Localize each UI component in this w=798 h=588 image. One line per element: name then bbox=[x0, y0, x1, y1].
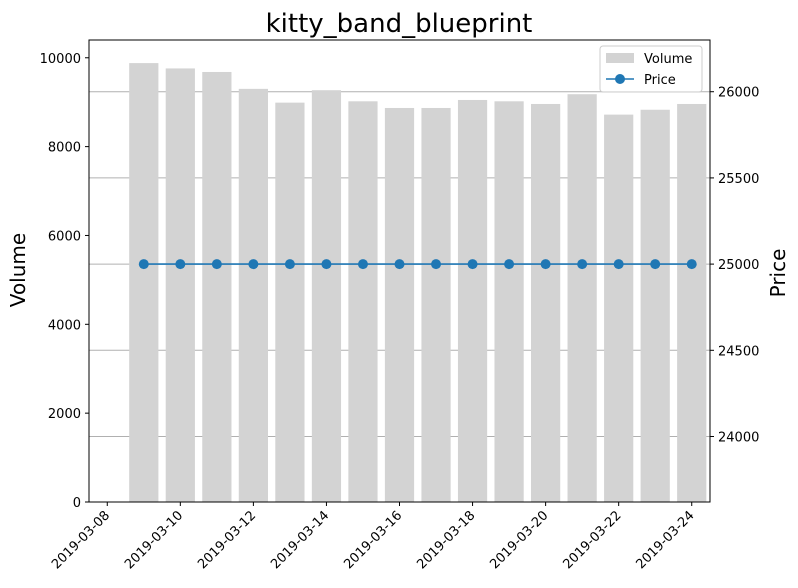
x-tick-label: 2019-03-18 bbox=[414, 508, 478, 572]
legend-volume-swatch bbox=[606, 53, 634, 63]
price-point-2019-03-23 bbox=[650, 259, 661, 270]
right-tick-label: 25000 bbox=[718, 258, 759, 273]
volume-bar-2019-03-24 bbox=[677, 103, 707, 502]
x-tick-label: 2019-03-22 bbox=[560, 508, 624, 572]
volume-bar-2019-03-22 bbox=[604, 114, 634, 502]
volume-bar-2019-03-16 bbox=[384, 107, 415, 502]
volume-bar-2019-03-19 bbox=[494, 101, 524, 503]
volume-bar-2019-03-12 bbox=[238, 88, 268, 502]
legend: Volume Price bbox=[599, 45, 703, 93]
x-axis-ticks: 2019-03-08 2019-03-10 2019-03-12 2019-03-14… bbox=[49, 502, 698, 572]
volume-bar-2019-03-20 bbox=[531, 103, 561, 502]
volume-bar-2019-03-14 bbox=[311, 90, 342, 503]
right-tick-label: 26000 bbox=[718, 86, 759, 101]
x-tick-label: 2019-03-12 bbox=[195, 508, 259, 572]
price-line bbox=[138, 259, 697, 270]
x-tick-label: 2019-03-16 bbox=[341, 508, 405, 572]
price-point-2019-03-16 bbox=[394, 259, 405, 270]
price-point-2019-03-14 bbox=[321, 259, 332, 270]
left-tick-label: 6000 bbox=[48, 229, 81, 244]
price-point-2019-03-18 bbox=[467, 259, 478, 270]
volume-bar-2019-03-23 bbox=[640, 109, 670, 502]
left-tick-label: 0 bbox=[73, 496, 81, 511]
legend-price-label: Price bbox=[644, 73, 676, 88]
price-point-2019-03-24 bbox=[686, 259, 697, 270]
left-tick-label: 10000 bbox=[40, 52, 81, 67]
y-axis-label-right: Price bbox=[766, 249, 790, 298]
right-tick-label: 24500 bbox=[718, 344, 759, 359]
left-tick-label: 4000 bbox=[48, 318, 81, 333]
volume-bar-2019-03-13 bbox=[275, 102, 305, 502]
left-tick-label: 8000 bbox=[48, 141, 81, 156]
volume-bar-2019-03-15 bbox=[348, 101, 378, 503]
price-point-2019-03-17 bbox=[431, 259, 442, 270]
price-point-2019-03-10 bbox=[175, 259, 186, 270]
left-tick-label: 2000 bbox=[48, 407, 81, 422]
price-point-2019-03-19 bbox=[504, 259, 515, 270]
price-point-2019-03-15 bbox=[357, 259, 368, 270]
volume-bar-2019-03-21 bbox=[567, 94, 597, 502]
volume-bars bbox=[129, 63, 707, 503]
price-point-2019-03-20 bbox=[540, 259, 551, 270]
right-tick-label: 25500 bbox=[718, 172, 759, 187]
legend-price-marker bbox=[615, 74, 625, 84]
legend-volume-label: Volume bbox=[644, 52, 692, 67]
volume-bar-2019-03-09 bbox=[129, 63, 159, 502]
right-tick-label: 24000 bbox=[718, 430, 759, 445]
right-axis-ticks: 24000 24500 25000 25500 26000 bbox=[710, 86, 759, 445]
x-tick-label: 2019-03-24 bbox=[634, 508, 698, 572]
chart-title: kitty_band_blueprint bbox=[266, 9, 533, 39]
x-tick-label: 2019-03-08 bbox=[49, 508, 113, 572]
x-tick-label: 2019-03-14 bbox=[268, 508, 332, 572]
price-point-2019-03-12 bbox=[248, 259, 259, 270]
volume-bar-2019-03-11 bbox=[202, 71, 232, 502]
price-point-2019-03-09 bbox=[138, 259, 149, 270]
volume-bar-2019-03-18 bbox=[457, 99, 488, 502]
price-point-2019-03-11 bbox=[211, 259, 222, 270]
price-point-2019-03-21 bbox=[577, 259, 588, 270]
volume-bar-2019-03-17 bbox=[421, 107, 451, 502]
left-axis-ticks: 0 2000 4000 6000 8000 10000 bbox=[40, 52, 89, 511]
volume-bar-2019-03-10 bbox=[165, 68, 195, 502]
x-tick-label: 2019-03-20 bbox=[487, 508, 551, 572]
x-tick-label: 2019-03-10 bbox=[122, 508, 186, 572]
y-axis-label-left: Volume bbox=[6, 233, 30, 307]
price-point-2019-03-13 bbox=[284, 259, 295, 270]
price-point-2019-03-22 bbox=[613, 259, 624, 270]
